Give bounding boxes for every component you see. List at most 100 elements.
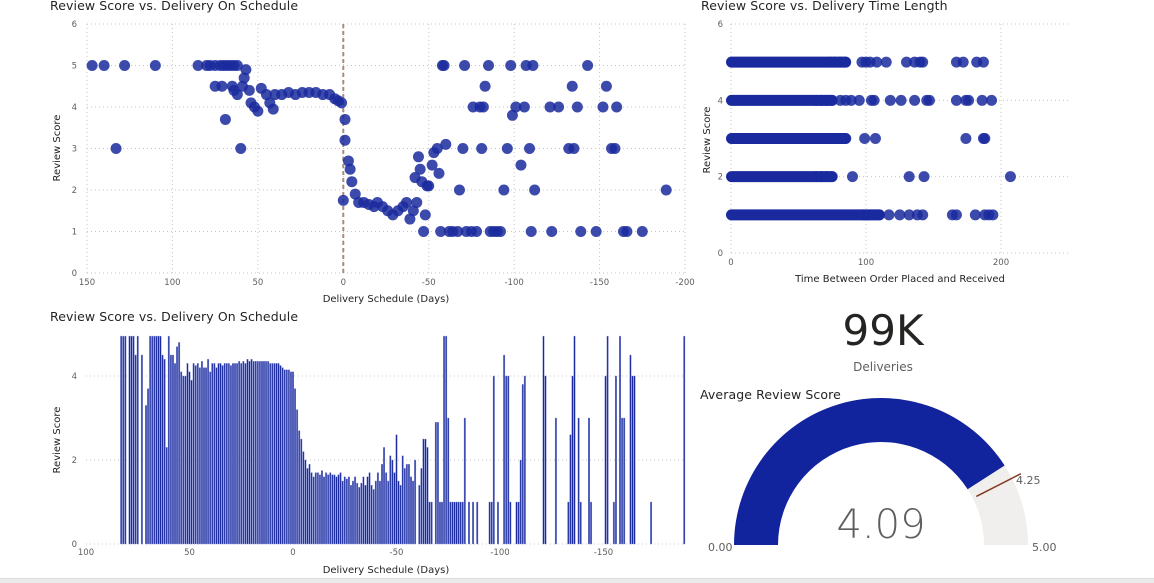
data-point [216, 80, 228, 92]
data-point [960, 133, 972, 144]
bar [242, 361, 245, 545]
bar [343, 476, 346, 545]
bar [418, 484, 421, 545]
bar [683, 335, 686, 545]
data-point [515, 159, 527, 171]
bar [515, 501, 518, 545]
data-point [525, 226, 537, 237]
y-tick-label: 2 [72, 456, 77, 466]
bar-schedule-visual[interactable]: Review Score vs. Delivery On Schedule 0 2… [0, 305, 700, 580]
bar [517, 501, 520, 545]
data-point [404, 213, 416, 225]
bar [271, 363, 274, 545]
bar [178, 342, 181, 545]
data-point [411, 196, 423, 208]
bar [327, 474, 330, 545]
data-point [235, 143, 247, 154]
dense-point-band [726, 209, 885, 221]
bar [217, 363, 220, 545]
bar [339, 472, 342, 545]
dense-point-band [726, 171, 838, 183]
data-point [869, 133, 881, 144]
y-tick-label: 0 [718, 249, 723, 259]
bar [362, 476, 365, 545]
scatter-schedule-title: Review Score vs. Delivery On Schedule [50, 0, 299, 13]
bar [184, 375, 187, 545]
data-point [431, 143, 443, 154]
bar [370, 484, 373, 545]
data-point [917, 56, 929, 68]
bar [350, 484, 352, 545]
bar [298, 430, 301, 545]
bar [300, 438, 303, 545]
bar-schedule-title: Review Score vs. Delivery On Schedule [50, 309, 299, 324]
data-point [342, 155, 354, 167]
bar [604, 375, 607, 545]
data-point [401, 196, 413, 208]
bar [312, 476, 315, 545]
data-point [252, 105, 264, 117]
bar [428, 501, 431, 545]
bar [281, 367, 284, 545]
data-point [501, 143, 513, 154]
data-point [546, 226, 558, 237]
bar [476, 501, 479, 545]
data-point [192, 60, 204, 71]
data-point [453, 184, 465, 196]
x-tick-label: 50 [252, 278, 263, 288]
bar [151, 335, 154, 545]
bar [186, 363, 189, 545]
data-point [494, 226, 506, 237]
data-point [267, 103, 279, 115]
bar [345, 478, 348, 545]
bar [207, 359, 210, 545]
bar [455, 501, 458, 545]
bar [256, 361, 259, 545]
bar [289, 371, 292, 545]
bar [453, 501, 456, 545]
data-point [976, 94, 988, 106]
bar [385, 472, 388, 545]
data-point [979, 133, 991, 144]
gauge-visual[interactable]: Average Review Score 4.09 0.00 5.00 4.25 [690, 380, 1090, 580]
bar-schedule-plot[interactable]: 0 2 4 100 50 0 -50 -100 -150 Delivery Schedule (D… [0, 305, 700, 580]
data-point [917, 209, 929, 221]
bar [590, 501, 593, 545]
data-point [344, 163, 356, 175]
x-axis-title: Time Between Order Placed and Received [794, 274, 1005, 285]
bar [337, 474, 340, 545]
gauge-target-label: 4.25 [1016, 474, 1041, 487]
scatter-length-visual[interactable]: Review Score vs. Delivery Time Length 0 2… [690, 0, 1154, 300]
bar [248, 361, 251, 545]
data-point [524, 143, 536, 154]
x-tick-label: -200 [675, 278, 694, 288]
data-point [86, 60, 98, 71]
bar [159, 335, 162, 545]
data-point [231, 89, 243, 101]
bar [445, 335, 448, 545]
data-point [571, 101, 583, 113]
bar [176, 346, 179, 545]
data-point [895, 94, 907, 106]
x-tick-label: 50 [184, 548, 195, 558]
bar [523, 375, 526, 545]
bar [205, 367, 208, 545]
bar [182, 375, 185, 545]
scatter-schedule-plot[interactable]: 0 1 2 3 4 5 6 150 100 50 0 -50 -100 -150 -200 Delivery … [0, 0, 700, 310]
bar [225, 363, 228, 545]
bar [310, 472, 313, 545]
scatter-length-plot[interactable]: 0 2 4 6 0 100 200 Time Between Order Placed and… [690, 0, 1154, 300]
bar [155, 335, 158, 545]
data-point [435, 226, 447, 237]
gauge-target-line [975, 473, 1022, 498]
bar [571, 375, 574, 545]
y-tick-label: 4 [72, 103, 77, 113]
y-tick-label: 0 [72, 269, 77, 279]
bar [631, 375, 634, 545]
data-point [505, 60, 517, 71]
bar [292, 371, 294, 545]
bar [461, 501, 464, 545]
bar [283, 369, 286, 545]
data-point [452, 226, 464, 237]
